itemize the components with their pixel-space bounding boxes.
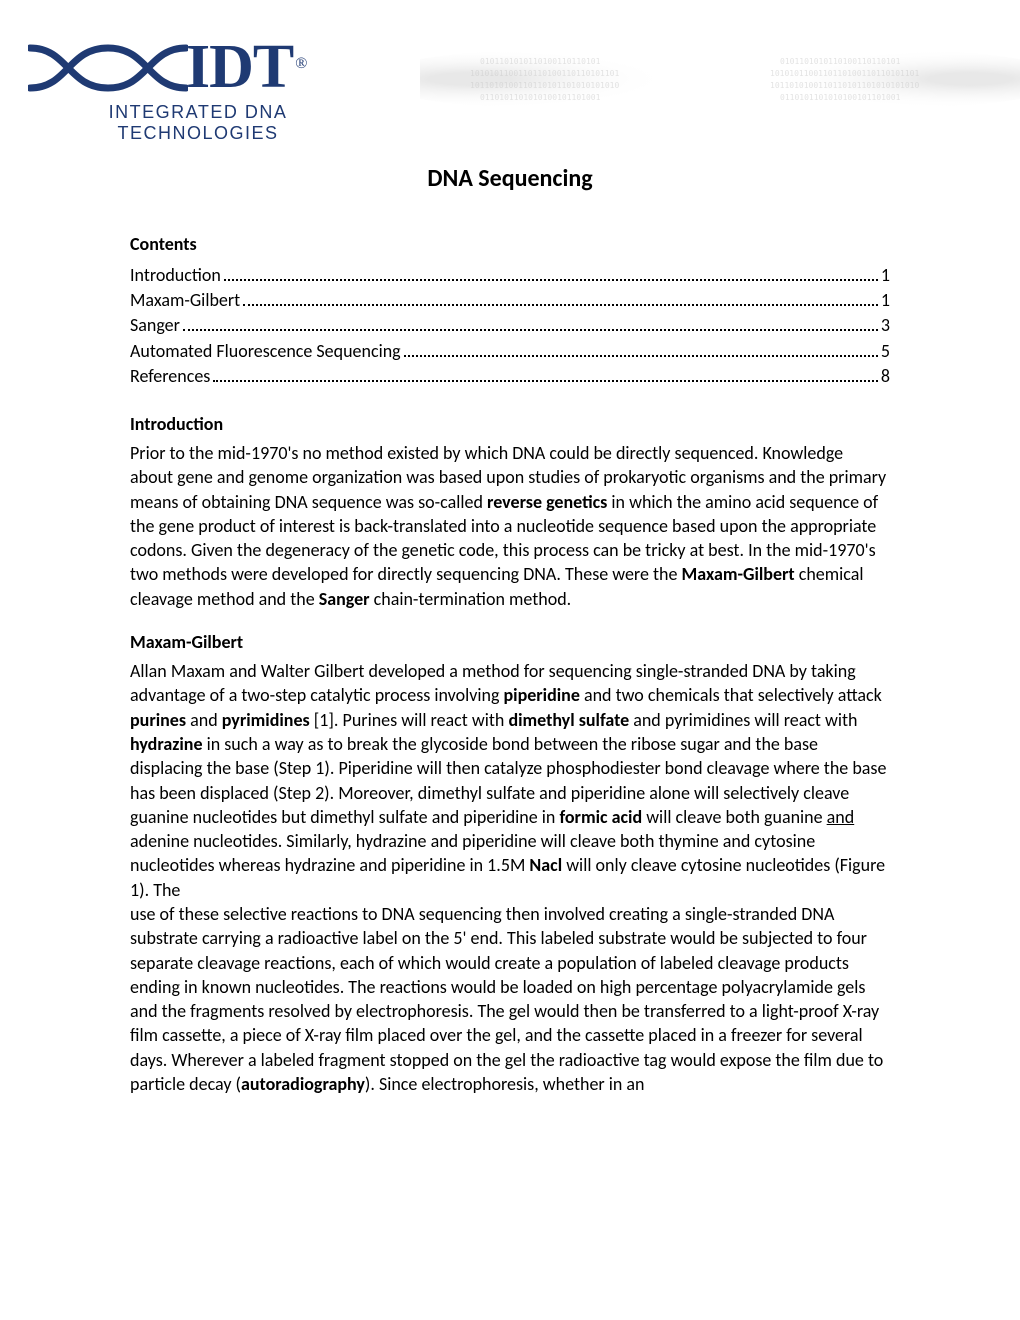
body-text: and — [186, 709, 222, 731]
body-text-bold: pyrimidines — [222, 709, 310, 731]
svg-text:0110101101010100101101001: 0110101101010100101101001 — [480, 93, 601, 102]
page-content: Contents Introduction 1 Maxam-Gilbert 1 … — [0, 233, 1020, 1096]
registered-mark-icon: ® — [295, 55, 307, 73]
maxam-gilbert-section: Maxam-Gilbert Allan Maxam and Walter Gil… — [130, 631, 890, 1096]
toc-row: Maxam-Gilbert 1 — [130, 288, 890, 313]
body-text: and pyrimidines will react with — [629, 709, 857, 731]
toc-row: Introduction 1 — [130, 263, 890, 288]
svg-text:101010110011011010011011010110: 1010101100110110100110110101101 — [770, 69, 919, 78]
svg-text:101010110011011010011011010110: 1010101100110110100110110101101 — [470, 69, 619, 78]
header-area: IDT ® INTEGRATED DNA TECHNOLOGIES 010110… — [0, 0, 1020, 140]
toc-page: 1 — [881, 288, 890, 313]
decorative-pattern: 0101101010110100110110101 10101011001101… — [420, 44, 1020, 114]
body-text-bold: purines — [130, 709, 186, 731]
toc-label: Maxam-Gilbert — [130, 288, 240, 313]
page-title: DNA Sequencing — [0, 164, 1020, 193]
logo-acronym: IDT — [186, 40, 293, 96]
body-text: and two chemicals that selectively attac… — [580, 684, 882, 706]
toc-leader — [213, 380, 878, 382]
toc-label: References — [130, 364, 210, 389]
body-text-bold: piperidine — [503, 684, 579, 706]
body-text-bold: reverse genetics — [487, 491, 607, 513]
introduction-paragraph: Prior to the mid-1970's no method existe… — [130, 441, 890, 611]
toc-leader — [243, 304, 878, 306]
introduction-section: Introduction Prior to the mid-1970's no … — [130, 413, 890, 611]
body-text-bold: Sanger — [319, 588, 370, 610]
toc-page: 1 — [881, 263, 890, 288]
toc-label: Introduction — [130, 263, 221, 288]
toc-label: Automated Fluorescence Sequencing — [130, 339, 401, 364]
introduction-heading: Introduction — [130, 413, 890, 435]
body-text: [1]. Purines will react with — [310, 709, 509, 731]
maxam-gilbert-heading: Maxam-Gilbert — [130, 631, 890, 653]
svg-text:0101101010110100110110101: 0101101010110100110110101 — [480, 57, 601, 66]
toc-leader — [224, 279, 878, 281]
logo-tagline: INTEGRATED DNA TECHNOLOGIES — [28, 102, 368, 144]
toc-leader — [183, 329, 878, 331]
logo-top-row: IDT ® — [28, 38, 368, 98]
body-text: use of these selective reactions to DNA … — [130, 903, 883, 1095]
company-logo: IDT ® INTEGRATED DNA TECHNOLOGIES — [28, 38, 368, 144]
body-text-bold: Nacl — [529, 854, 562, 876]
body-text-bold: autoradiography — [241, 1073, 365, 1095]
body-text-bold: hydrazine — [130, 733, 203, 755]
toc-page: 3 — [881, 313, 890, 338]
toc-page: 5 — [881, 339, 890, 364]
toc-row: Automated Fluorescence Sequencing 5 — [130, 339, 890, 364]
table-of-contents: Introduction 1 Maxam-Gilbert 1 Sanger 3 … — [130, 263, 890, 389]
body-text-bold: Maxam-Gilbert — [682, 563, 795, 585]
body-text: ). Since electrophoresis, whether in an — [365, 1073, 645, 1095]
svg-text:101101010011011010110101010101: 1011010100110110101101010101010 — [470, 81, 619, 90]
svg-text:101101010011011010110101010101: 1011010100110110101101010101010 — [770, 81, 919, 90]
body-text: will cleave both guanine — [642, 806, 827, 828]
maxam-gilbert-paragraph: Allan Maxam and Walter Gilbert developed… — [130, 659, 890, 1096]
body-text: chain-termination method. — [370, 588, 572, 610]
svg-text:0110101101010100101101001: 0110101101010100101101001 — [780, 93, 901, 102]
toc-label: Sanger — [130, 313, 180, 338]
toc-row: Sanger 3 — [130, 313, 890, 338]
toc-row: References 8 — [130, 364, 890, 389]
contents-heading: Contents — [130, 233, 890, 255]
toc-page: 8 — [881, 364, 890, 389]
body-text-bold: formic acid — [559, 806, 642, 828]
svg-text:0101101010110100110110101: 0101101010110100110110101 — [780, 57, 901, 66]
toc-leader — [404, 355, 878, 357]
body-text-underline: and — [827, 806, 855, 828]
body-text-bold: dimethyl sulfate — [508, 709, 629, 731]
dna-helix-icon — [28, 38, 188, 98]
